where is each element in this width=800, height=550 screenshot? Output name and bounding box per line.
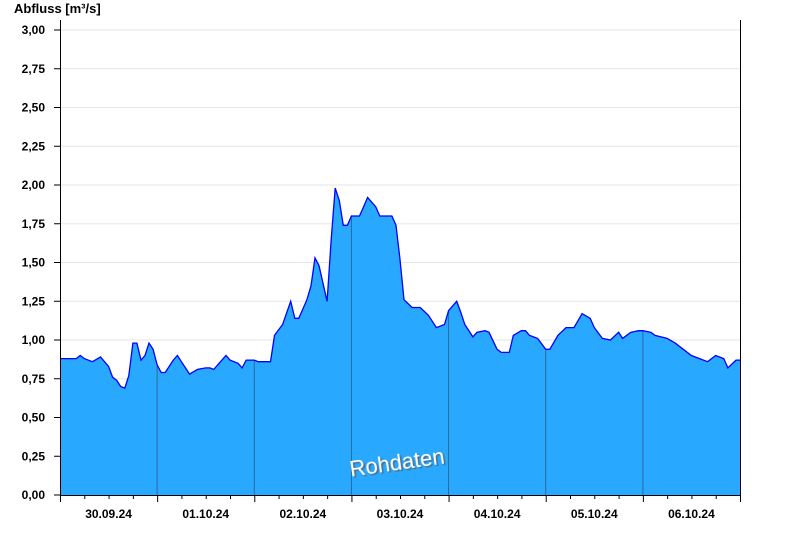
x-tick-label: 05.10.24	[571, 507, 618, 521]
y-tick-label: 0,75	[22, 372, 46, 386]
y-tick-label: 2,00	[22, 178, 46, 192]
y-tick-label: 0,50	[22, 411, 46, 425]
y-tick-label: 1,75	[22, 217, 46, 231]
y-tick-label: 2,75	[22, 62, 46, 76]
y-tick-label: 1,50	[22, 256, 46, 270]
y-tick-label: 0,25	[22, 449, 46, 463]
x-tick-label: 04.10.24	[474, 507, 521, 521]
y-tick-label: 2,25	[22, 139, 46, 153]
x-tick-label: 03.10.24	[377, 507, 424, 521]
discharge-line	[60, 187, 740, 389]
x-tick-label: 02.10.24	[279, 507, 326, 521]
y-tick-label: 3,00	[22, 23, 46, 37]
x-tick-label: 30.09.24	[85, 507, 132, 521]
x-tick-label: 06.10.24	[668, 507, 715, 521]
y-tick-label: 1,00	[22, 333, 46, 347]
x-tick-label: 01.10.24	[182, 507, 229, 521]
y-tick-label: 1,25	[22, 294, 46, 308]
y-axis-label: Abfluss [m³/s]	[14, 1, 101, 16]
discharge-area	[60, 188, 740, 495]
y-tick-label: 2,50	[22, 101, 46, 115]
y-tick-label: 0,00	[22, 488, 46, 502]
